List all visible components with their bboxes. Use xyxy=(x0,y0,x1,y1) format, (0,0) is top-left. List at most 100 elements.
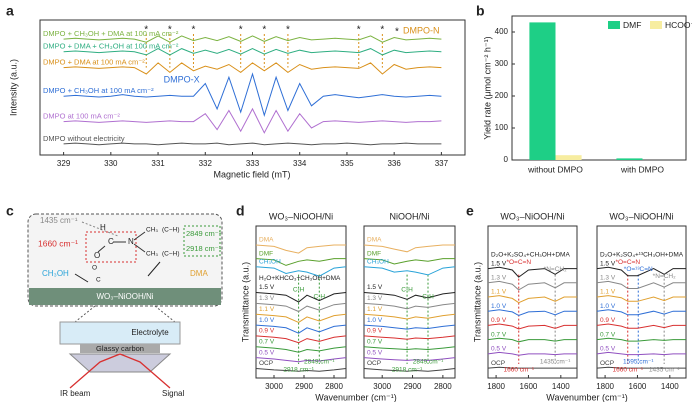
series-label: 1.1 V xyxy=(491,289,507,296)
spectrum-line xyxy=(487,323,577,330)
atom: O xyxy=(94,251,100,260)
legend-label: DMF xyxy=(623,20,641,30)
spectrum-line xyxy=(596,280,686,289)
peak-marker: * xyxy=(168,25,172,36)
spectrum-line xyxy=(596,323,686,329)
spectrum-line xyxy=(255,266,347,277)
spectrum-line xyxy=(363,335,456,340)
spectrum-line xyxy=(63,107,442,134)
atom: N xyxy=(128,237,134,246)
series-label: 1.5 V xyxy=(491,260,507,267)
series-label: OCP xyxy=(367,360,381,367)
annotation: *N=CH₂ xyxy=(544,266,567,273)
x-tick-label: 1800 xyxy=(487,382,505,391)
beam xyxy=(69,353,171,389)
series-label: 0.5 V xyxy=(491,346,507,353)
x-tick-label: 2900 xyxy=(295,382,313,391)
schematic: WO₃–NiOOH/Ni 1435 cm⁻¹ 1660 cm⁻¹ H C O N… xyxy=(27,213,223,398)
x-tick-label: 2800 xyxy=(434,382,452,391)
spectrum-line xyxy=(487,366,577,369)
spectrum-line xyxy=(255,368,347,372)
spectrum-line xyxy=(596,366,686,369)
highlight-box xyxy=(183,225,221,257)
y-tick-label: 300 xyxy=(495,59,509,68)
y-axis-label: Transmittance (a.u.) xyxy=(472,262,482,342)
spectrum-line xyxy=(63,35,442,43)
series-label: 0.9 V xyxy=(367,328,383,335)
spectrum-line xyxy=(363,313,456,320)
panel-label: e xyxy=(466,203,474,219)
series-label: 1.3 V xyxy=(600,275,616,282)
catalyst-label: WO₃–NiOOH/Ni xyxy=(96,292,153,301)
legend-label: DMPO-N xyxy=(403,25,440,35)
atom: (C−H) xyxy=(162,227,180,234)
series-label: OCP xyxy=(491,360,505,367)
prism xyxy=(68,353,172,373)
subplot-title: WO₃–NiOOH/Ni xyxy=(500,211,564,221)
annotation: C-H xyxy=(401,287,413,294)
peak-marker: * xyxy=(380,25,384,36)
atom: (C−H) xyxy=(162,251,180,258)
bond xyxy=(133,231,146,241)
series-label: DMA xyxy=(367,237,382,244)
x-tick-label: 1400 xyxy=(661,382,679,391)
series-label: DMPO at 100 mA cm⁻² xyxy=(43,112,120,121)
band-label: 2918 cm⁻¹ xyxy=(186,244,222,253)
x-tick-label: 1600 xyxy=(629,382,647,391)
y-axis-label: Intensity (a.u.) xyxy=(8,59,18,116)
peak-marker: * xyxy=(239,25,243,36)
series-label: DMPO + DMA + CH₃OH at 100 mA cm⁻² xyxy=(43,42,179,51)
arrow xyxy=(74,261,161,283)
series-label: 1.5 V xyxy=(259,284,275,291)
beam-label: Signal xyxy=(162,389,184,398)
y-axis-label: Yield rate (μmol cm⁻² h⁻¹) xyxy=(482,36,492,139)
spectrum-line xyxy=(63,72,442,118)
subplot-title: WO₃–NiOOH/Ni xyxy=(609,211,673,221)
spectrum-line xyxy=(487,295,577,304)
series-label: 0.5 V xyxy=(600,346,616,353)
spectrum-line xyxy=(255,357,347,363)
subplot-title: WO₃–NiOOH/Ni xyxy=(269,211,333,221)
series-label: 1.3 V xyxy=(367,295,383,302)
band-label: 1660 cm⁻¹ xyxy=(38,238,78,248)
annotation: 1595 cm⁻¹ xyxy=(623,359,654,366)
spectrum-line xyxy=(363,302,456,310)
spectrum-line xyxy=(487,337,577,343)
x-tick-label: 335 xyxy=(340,159,354,168)
y-tick-label: 0 xyxy=(504,155,509,164)
feature-label: DMPO-X xyxy=(164,75,200,85)
spectrum-line xyxy=(255,313,347,323)
legend-swatch xyxy=(608,21,620,29)
spectrum-line xyxy=(363,368,456,372)
spectrum-line xyxy=(255,244,346,254)
annotation: C-H xyxy=(293,287,305,294)
spectrum-line xyxy=(255,302,347,313)
spectrum-line xyxy=(363,324,456,330)
spectrum-line xyxy=(363,292,456,300)
subplot-header: D₂O+K₂SO₄+CH₃OH+DMA xyxy=(491,251,570,258)
series-label: 0.7 V xyxy=(491,331,507,338)
spectrum-line xyxy=(487,280,577,291)
series-label: DMPO + CH₃OH at 100 mA cm⁻² xyxy=(43,86,154,95)
x-tick-label: 332 xyxy=(199,159,213,168)
x-tick-label: 333 xyxy=(246,159,260,168)
y-tick-label: 400 xyxy=(495,27,509,36)
y-tick-label: 100 xyxy=(495,123,509,132)
atom: CH₃ xyxy=(146,227,158,234)
spectrum-line xyxy=(596,337,686,342)
series-label: 1.0 V xyxy=(600,303,616,310)
highlight-box xyxy=(85,231,137,263)
electrode-label: Glassy carbon xyxy=(96,344,144,353)
x-axis-label: Magnetic field (mT) xyxy=(213,169,290,179)
annotation: *N=CH₂ xyxy=(653,273,676,280)
plot-frame xyxy=(487,225,578,379)
bond xyxy=(97,245,106,253)
spectrum-line xyxy=(255,324,347,334)
series-label: 1.0 V xyxy=(259,317,275,324)
series-label: OCP xyxy=(259,360,273,367)
series-label: DMF xyxy=(259,250,273,257)
band-label: 2849 cm⁻¹ xyxy=(186,229,222,238)
series-label: 0.7 V xyxy=(600,331,616,338)
x-tick-label: 3000 xyxy=(373,382,391,391)
y-axis-label: Transmittance (a.u.) xyxy=(240,262,250,342)
